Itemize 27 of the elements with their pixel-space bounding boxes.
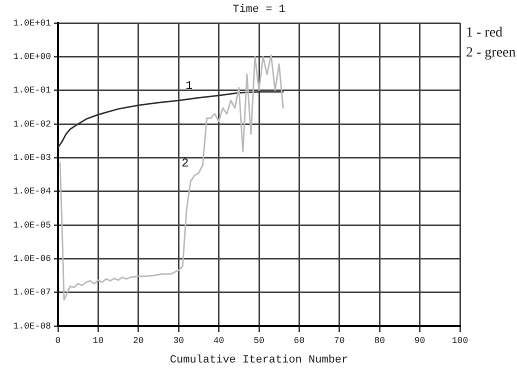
y-tick-label: 1.0E+00: [13, 52, 51, 62]
y-tick-label: 1.0E-08: [13, 321, 51, 332]
chart-title: Time = 1: [232, 4, 286, 16]
x-tick-label: 0: [55, 336, 61, 346]
y-tick-label: 1.0E-03: [13, 153, 51, 164]
x-tick-label: 20: [132, 336, 144, 346]
y-tick-label: 1.0E-02: [13, 119, 51, 130]
x-tick-label: 70: [334, 336, 345, 346]
x-tick-label: 90: [414, 336, 426, 346]
y-tick-label: 1.0E-07: [13, 288, 51, 298]
x-tick-label: 30: [173, 336, 184, 346]
y-tick-label: 1.0E-06: [13, 254, 51, 264]
series-label: 2: [181, 156, 189, 170]
text: 1 - red: [466, 26, 503, 41]
text: 2 - green: [466, 46, 516, 61]
y-tick-label: 1.0E-05: [13, 220, 51, 230]
x-tick-label: 100: [452, 336, 468, 346]
x-axis-title: Cumulative Iteration Number: [170, 354, 348, 366]
y-tick-label: 1.0E-04: [13, 186, 51, 197]
x-tick-label: 50: [254, 336, 264, 346]
x-tick-label: 40: [213, 336, 224, 346]
series-label: 1: [185, 78, 193, 93]
x-tick-label: 80: [374, 336, 386, 346]
y-tick-label: 1.0E-01: [13, 86, 51, 96]
x-tick-label: 10: [92, 336, 104, 346]
y-tick-label: 1.0E+01: [13, 18, 51, 28]
x-tick-label: 60: [294, 336, 305, 346]
